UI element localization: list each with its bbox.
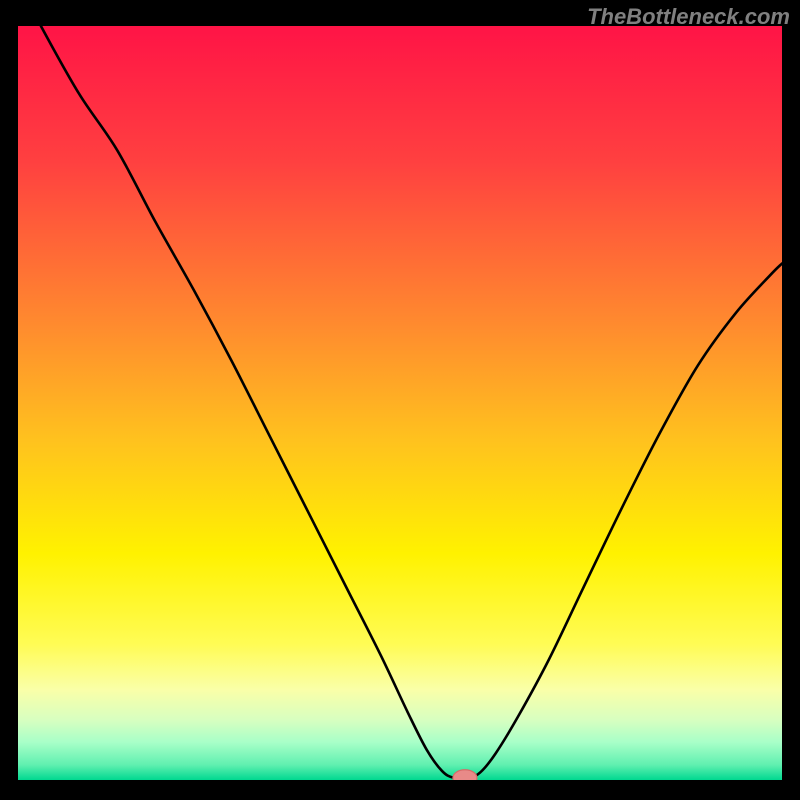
chart-background [18,26,782,780]
bottleneck-chart [0,0,800,800]
optimal-marker [453,770,477,786]
chart-frame: TheBottleneck.com [0,0,800,800]
watermark-text: TheBottleneck.com [587,4,790,30]
